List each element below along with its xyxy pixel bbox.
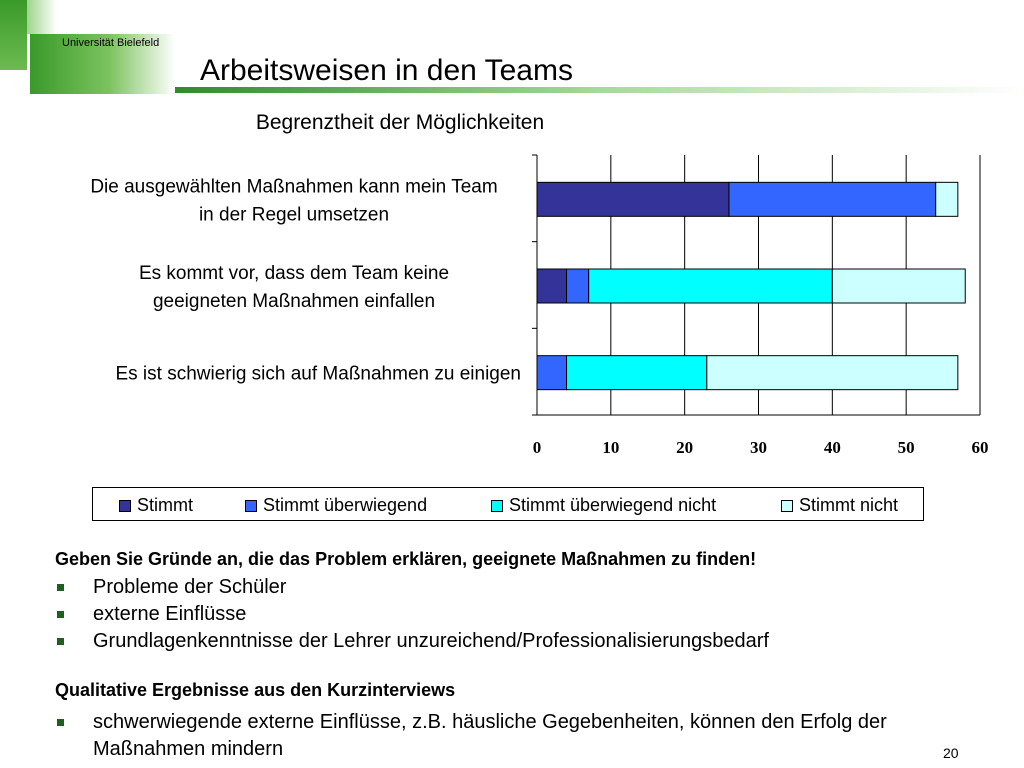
stacked-bar-chart: Begrenztheit der Möglichkeiten Die ausge…	[90, 111, 989, 457]
bar-segment	[536, 355, 568, 391]
bar-segment	[536, 181, 730, 217]
reasons-list: Probleme der Schüler externe Einflüsse G…	[55, 574, 769, 655]
title-underline	[175, 87, 1024, 93]
x-tick-label: 10	[602, 438, 619, 457]
legend-swatch	[491, 499, 503, 512]
list-item-text: Probleme der Schüler	[93, 576, 287, 598]
qualitative-list: schwerwiegende externe Einflüsse, z.B. h…	[55, 709, 975, 763]
x-tick-label: 20	[676, 438, 693, 457]
list-item-text: externe Einflüsse	[93, 603, 247, 625]
bar-segment	[536, 268, 568, 304]
y-category-label: Es ist schwierig sich auf Maßnahmen zu e…	[115, 364, 521, 385]
bar-segment	[566, 355, 708, 391]
qualitative-heading: Qualitative Ergebnisse aus den Kurzinter…	[55, 680, 456, 700]
x-tick-label: 30	[750, 438, 767, 457]
legend-swatch	[119, 499, 131, 512]
list-item: schwerwiegende externe Einflüsse, z.B. h…	[55, 709, 975, 763]
square-bullet-icon	[57, 638, 64, 645]
x-tick-label: 50	[898, 438, 915, 457]
chart-legend: Stimmt Stimmt überwiegend Stimmt überwiege…	[92, 487, 924, 521]
square-bullet-icon	[57, 584, 64, 591]
bar-segment	[935, 181, 959, 217]
legend-swatch	[245, 499, 257, 512]
legend-label: Stimmt überwiegend nicht	[509, 495, 717, 515]
x-tick-label: 60	[972, 438, 989, 457]
square-bullet-icon	[57, 611, 64, 618]
bar-segment	[831, 268, 966, 304]
bar-segment	[566, 268, 590, 304]
page-number: 20	[943, 745, 959, 761]
legend-swatch	[781, 499, 793, 512]
list-item: Grundlagenkenntnisse der Lehrer unzureic…	[55, 628, 769, 655]
list-item: Probleme der Schüler	[55, 574, 769, 601]
university-logo-text: Universität Bielefeld	[62, 37, 160, 49]
legend-item: Stimmt überwiegend nicht	[491, 495, 716, 516]
bar-segment	[728, 181, 937, 217]
list-item-text: Grundlagenkenntnisse der Lehrer unzureic…	[93, 630, 769, 652]
chart-title: Begrenztheit der Möglichkeiten	[256, 111, 544, 134]
list-item: externe Einflüsse	[55, 601, 769, 628]
bar-segment	[588, 268, 833, 304]
legend-item: Stimmt überwiegend	[245, 495, 427, 516]
legend-item: Stimmt nicht	[781, 495, 898, 516]
square-bullet-icon	[57, 719, 64, 726]
y-category-label: Es kommt vor, dass dem Team keine geeigne…	[139, 263, 449, 312]
list-item-text: schwerwiegende externe Einflüsse, z.B. h…	[93, 711, 887, 760]
bar-segment	[706, 355, 959, 391]
page-title: Arbeitsweisen in den Teams	[200, 54, 573, 87]
questions-heading: Geben Sie Gründe an, die das Problem erk…	[55, 549, 757, 569]
y-category-label: Die ausgewählten Maßnahmen kann mein Tea…	[90, 176, 497, 225]
legend-label: Stimmt nicht	[799, 495, 899, 515]
x-tick-label: 0	[533, 438, 542, 457]
x-tick-label: 40	[824, 438, 841, 457]
header-decoration-left	[0, 0, 27, 70]
legend-label: Stimmt	[137, 495, 193, 515]
header-decoration-mid	[27, 0, 57, 34]
legend-label: Stimmt überwiegend	[263, 495, 428, 515]
logo-background	[30, 34, 175, 94]
legend-item: Stimmt	[119, 495, 193, 516]
